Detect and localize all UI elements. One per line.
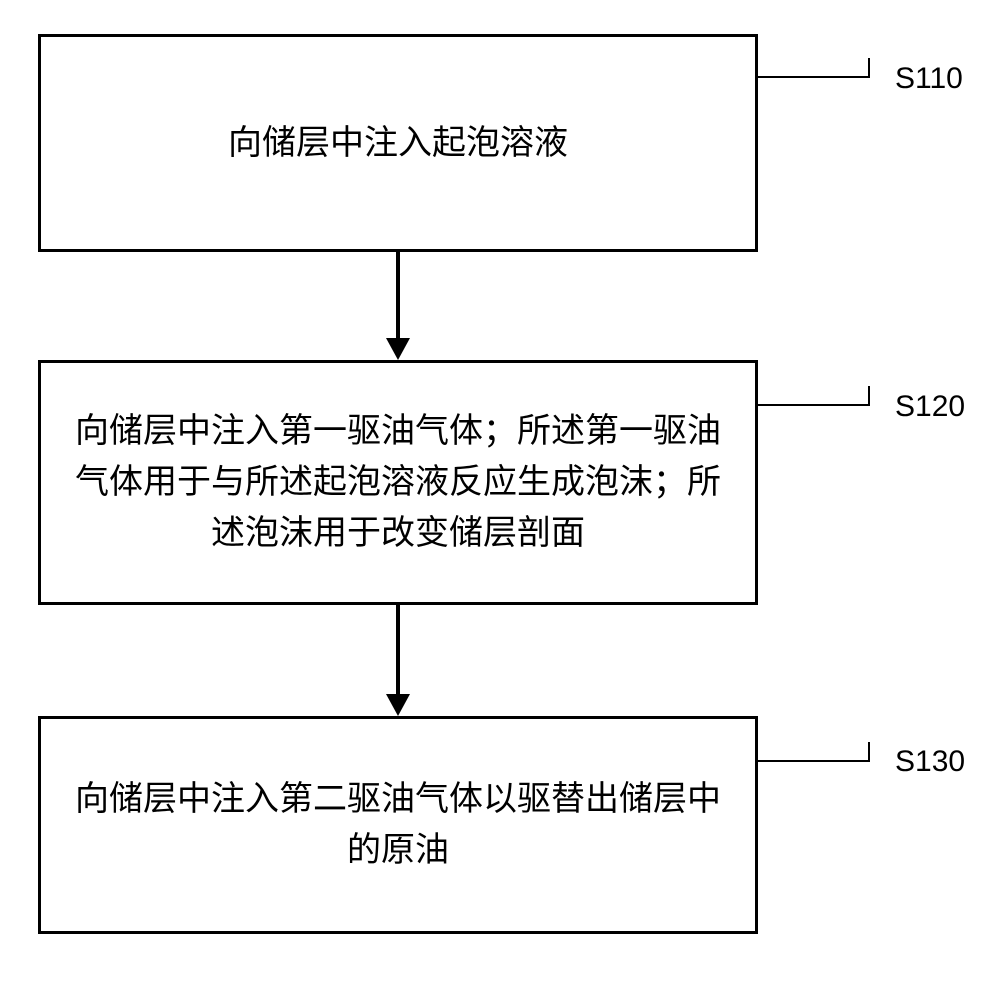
flow-edge-arrow: [386, 694, 410, 716]
flow-node-s110: 向储层中注入起泡溶液: [38, 34, 758, 252]
flow-node-s110-text: 向储层中注入起泡溶液: [228, 118, 568, 169]
leader-line: [868, 58, 870, 78]
flowchart-canvas: 向储层中注入起泡溶液 S110 向储层中注入第一驱油气体；所述第一驱油气体用于与…: [0, 0, 1000, 990]
flow-node-s130-text: 向储层中注入第二驱油气体以驱替出储层中的原油: [71, 774, 725, 876]
flow-node-s120-text: 向储层中注入第一驱油气体；所述第一驱油气体用于与所述起泡溶液反应生成泡沫；所述泡…: [71, 406, 725, 559]
leader-line: [758, 404, 870, 406]
leader-line: [868, 386, 870, 406]
flow-node-s130: 向储层中注入第二驱油气体以驱替出储层中的原油: [38, 716, 758, 934]
flow-node-s120: 向储层中注入第一驱油气体；所述第一驱油气体用于与所述起泡溶液反应生成泡沫；所述泡…: [38, 360, 758, 605]
flow-label-s130: S130: [895, 745, 965, 779]
flow-edge: [396, 252, 400, 338]
flow-label-s120: S120: [895, 390, 965, 424]
leader-line: [758, 76, 870, 78]
leader-line: [868, 742, 870, 762]
flow-label-s110: S110: [895, 62, 963, 96]
flow-edge-arrow: [386, 338, 410, 360]
flow-edge: [396, 605, 400, 694]
leader-line: [758, 760, 870, 762]
